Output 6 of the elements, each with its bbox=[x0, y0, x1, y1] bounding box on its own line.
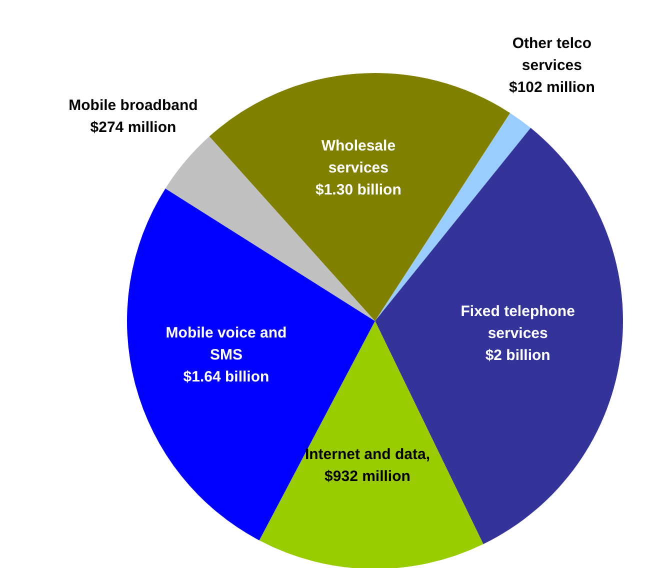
slice-label: Other telco services $102 million bbox=[509, 34, 595, 96]
slice-label: Mobile voice and SMS $1.64 billion bbox=[166, 324, 287, 385]
slice-label: Internet and data, $932 million bbox=[304, 445, 430, 484]
slice-label: Fixed telephone services $2 billion bbox=[460, 302, 575, 364]
slice-label: Mobile broadband $274 million bbox=[68, 96, 198, 136]
slice-label: Wholesale services $1.30 billion bbox=[316, 137, 402, 198]
